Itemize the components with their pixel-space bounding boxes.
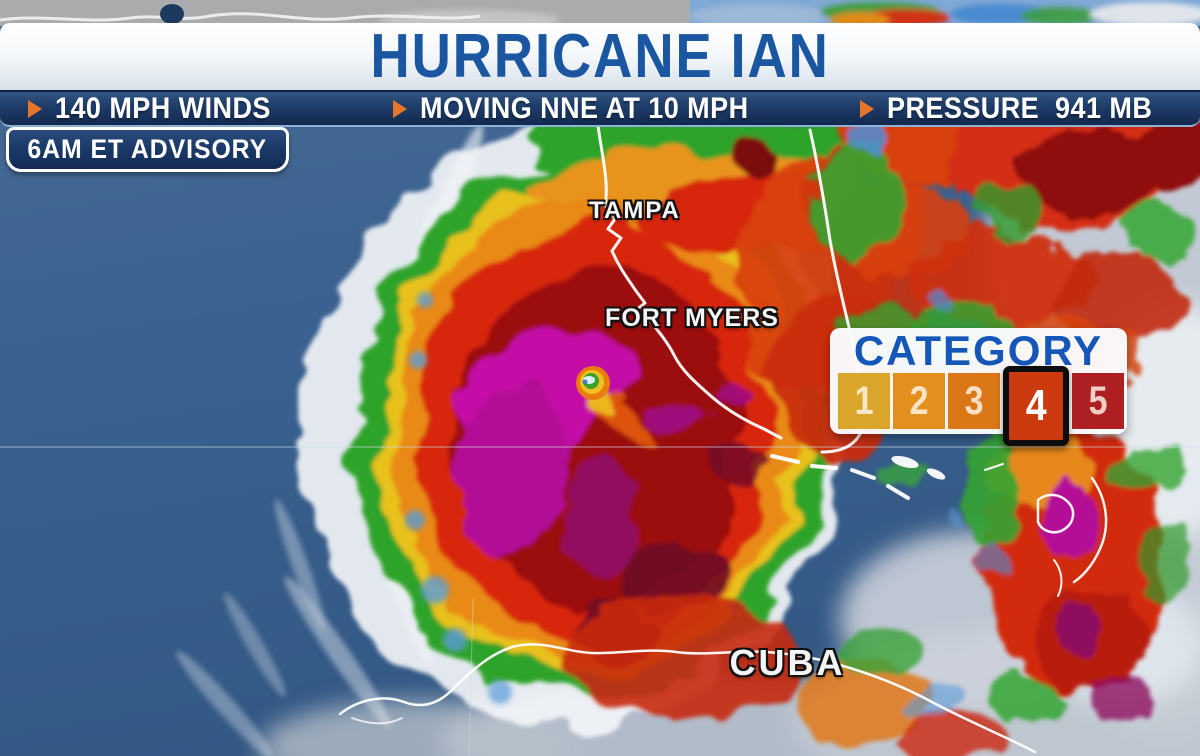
stat-movement-label: MOVING NNE AT 10 MPH [420,91,749,125]
bullet-arrow-icon [393,99,407,118]
blue-fringe [405,292,512,704]
bullet-arrow-icon [28,99,42,118]
stat-pressure-label: PRESSURE 941 MB [887,91,1153,125]
map-label-tampa: TAMPA [589,197,681,224]
title-banner: HURRICANE IAN [0,22,1200,91]
category-level-4-active: 4 [1003,366,1069,446]
hurricane-radar [350,110,1005,756]
bullet-arrow-icon [860,99,874,118]
category-title: CATEGORY [853,327,1104,374]
top-strip [0,0,1200,30]
stat-winds: 140 MPH WINDS [28,92,295,125]
hurricane-eye [576,366,610,400]
gridlines [0,446,1200,756]
advisory-badge: 6AM ET ADVISORY [6,127,289,172]
map-label-fort-myers: FORT MYERS [605,304,779,332]
headline-title: HURRICANE IAN [370,22,830,91]
coastlines [338,124,1108,754]
category-level-1: 1 [838,373,890,429]
stat-movement: MOVING NNE AT 10 MPH [393,92,785,125]
category-level-5: 5 [1072,373,1124,429]
map-label-cuba: CUBA [729,642,846,683]
cuba-coastline [338,643,1037,754]
category-level-2: 2 [893,373,945,429]
stats-bar: 140 MPH WINDS MOVING NNE AT 10 MPH PRESS… [0,90,1200,127]
southeast-storm-cell [962,430,1191,724]
florida-coastline [596,124,783,440]
advisory-label: 6AM ET ADVISORY [27,134,268,164]
stat-pressure: PRESSURE 941 MB [860,92,1182,125]
category-level-3: 3 [948,373,1000,429]
bahamas-outline [1036,493,1075,534]
stat-winds-label: 140 MPH WINDS [55,91,271,125]
category-scale: 1 2 3 4 5 [838,366,1124,446]
category-panel: CATEGORY 1 2 3 4 5 [830,327,1127,446]
